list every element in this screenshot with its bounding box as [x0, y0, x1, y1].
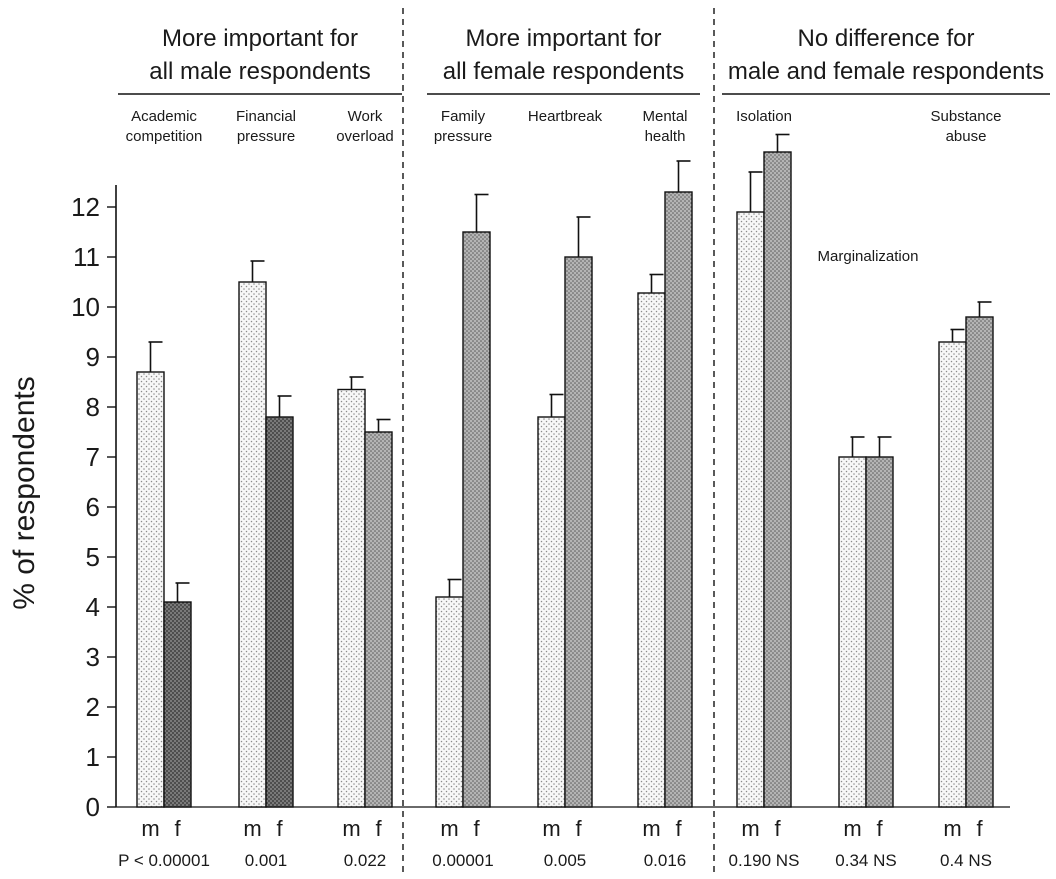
- p-value-label: 0.190 NS: [729, 851, 800, 870]
- group-heading: all female respondents: [443, 58, 684, 85]
- category-label: competition: [126, 128, 203, 145]
- series-label-m: m: [141, 816, 159, 841]
- category-labels: Academic competition Financial pressure Work…: [126, 108, 1002, 265]
- series-label-f: f: [774, 816, 781, 841]
- bar-m: [938, 341, 967, 808]
- category-label: pressure: [237, 128, 295, 145]
- series-label-m: m: [843, 816, 861, 841]
- bar-f: [364, 431, 393, 808]
- category-label: Heartbreak: [528, 108, 603, 125]
- group-headings: More important for all male respondents Mo…: [118, 25, 1050, 95]
- bar-f: [965, 316, 994, 808]
- y-tick-label: 12: [71, 192, 100, 222]
- bar-f: [163, 601, 192, 808]
- bar-m: [238, 281, 267, 808]
- p-value-label: 0.001: [245, 851, 288, 870]
- series-label-m: m: [243, 816, 261, 841]
- bar-m: [637, 292, 666, 808]
- bar-m: [537, 416, 566, 808]
- y-tick-label: 0: [86, 792, 100, 822]
- p-value-labels: P < 0.00001 0.001 0.022 0.00001 0.005 0.016 0.…: [118, 851, 992, 870]
- bar-m: [838, 456, 867, 808]
- category-label: Academic: [131, 108, 197, 125]
- y-tick-label: 4: [86, 592, 100, 622]
- y-tick-label: 11: [73, 242, 100, 272]
- bar-m: [435, 596, 464, 808]
- category-label: health: [645, 128, 686, 145]
- p-value-label: 0.00001: [432, 851, 493, 870]
- group-heading: male and female respondents: [728, 58, 1044, 85]
- series-label-f: f: [876, 816, 883, 841]
- series-label-m: m: [642, 816, 660, 841]
- bar-f: [865, 456, 894, 808]
- y-tick-label: 5: [86, 542, 100, 572]
- group-heading: More important for: [465, 25, 661, 52]
- series-label-f: f: [675, 816, 682, 841]
- category-label: Isolation: [736, 108, 792, 125]
- category-label: Work: [348, 108, 383, 125]
- y-tick-label: 9: [86, 342, 100, 372]
- category-label: overload: [336, 128, 394, 145]
- bar-m: [337, 388, 366, 808]
- bar-f: [564, 256, 593, 808]
- series-label-f: f: [976, 816, 983, 841]
- p-value-label: 0.4 NS: [940, 851, 992, 870]
- series-label-m: m: [342, 816, 360, 841]
- y-tick-label: 10: [71, 292, 100, 322]
- group-heading: all male respondents: [149, 58, 370, 85]
- y-axis-title: % of respondents: [8, 376, 41, 609]
- category-label: Marginalization: [818, 248, 919, 265]
- bar-m: [136, 371, 165, 808]
- y-tick-label: 8: [86, 392, 100, 422]
- bar-f: [462, 231, 491, 808]
- category-label: Mental: [642, 108, 687, 125]
- p-value-label: 0.022: [344, 851, 387, 870]
- category-label: pressure: [434, 128, 492, 145]
- series-label-m: m: [741, 816, 759, 841]
- category-label: Substance: [931, 108, 1002, 125]
- bar-f: [664, 191, 693, 808]
- series-label-f: f: [575, 816, 582, 841]
- series-label-m: m: [542, 816, 560, 841]
- bars: [136, 133, 994, 808]
- y-tick-label: 1: [86, 742, 100, 772]
- p-value-label: 0.34 NS: [835, 851, 896, 870]
- group-heading: No difference for: [798, 25, 975, 52]
- y-tick-label: 6: [86, 492, 100, 522]
- bar-m: [736, 211, 765, 808]
- series-label-m: m: [440, 816, 458, 841]
- y-tick-label: 7: [86, 442, 100, 472]
- series-label-f: f: [276, 816, 283, 841]
- category-label: Family: [441, 108, 486, 125]
- p-value-label: 0.016: [644, 851, 687, 870]
- category-label: Financial: [236, 108, 296, 125]
- y-tick-label: 3: [86, 642, 100, 672]
- bar-f: [265, 416, 294, 808]
- p-value-label: 0.005: [544, 851, 587, 870]
- group-dividers: [402, 8, 715, 874]
- p-value-label: P < 0.00001: [118, 851, 210, 870]
- series-label-f: f: [375, 816, 382, 841]
- category-label: abuse: [946, 128, 987, 145]
- y-tick-label: 2: [86, 692, 100, 722]
- series-label-f: f: [473, 816, 480, 841]
- bar-f: [763, 151, 792, 808]
- series-label-f: f: [174, 816, 181, 841]
- group-heading: More important for: [162, 25, 358, 52]
- series-label-m: m: [943, 816, 961, 841]
